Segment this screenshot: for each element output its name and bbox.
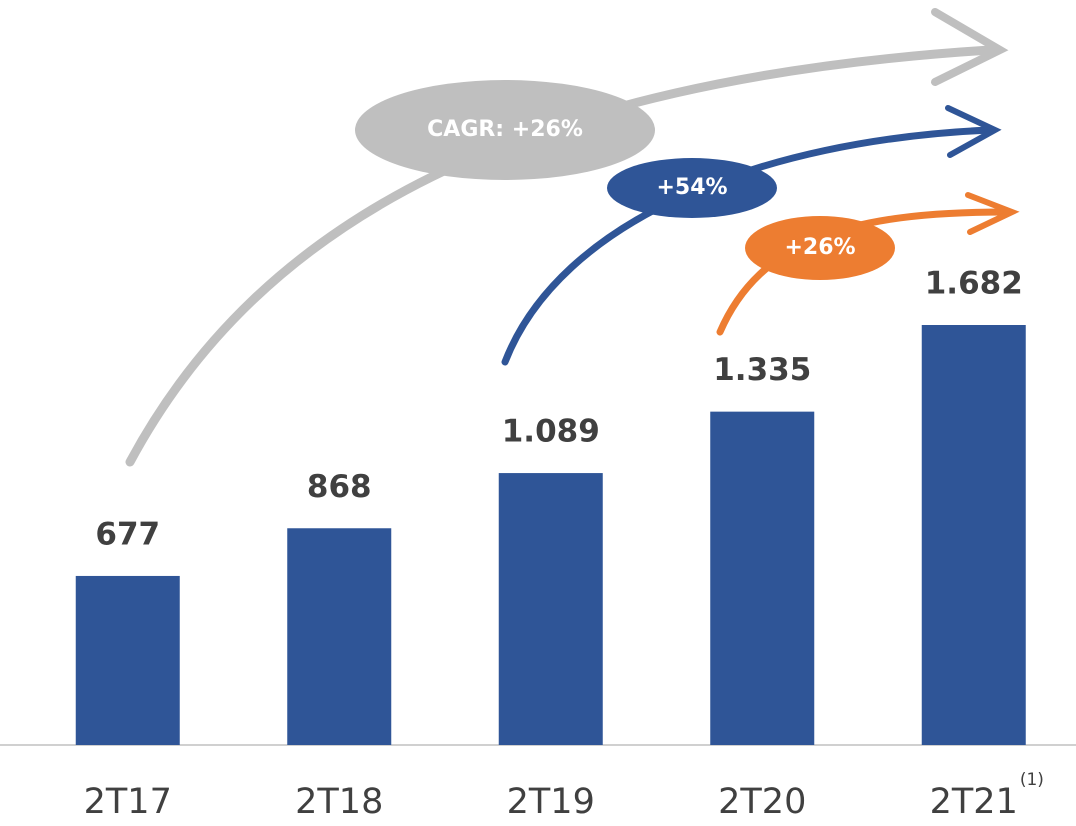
value-label: 1.089 — [502, 414, 600, 450]
annotation: +54% — [656, 175, 727, 200]
growth-54-arrow-head — [945, 105, 1002, 158]
annotation-bubble — [355, 80, 655, 180]
x-tick-label: 2T17 — [84, 782, 172, 822]
x-tick-label: 2T20 — [718, 782, 806, 822]
bar — [710, 411, 815, 745]
value-label: 677 — [95, 516, 160, 552]
cagr-arrow — [125, 45, 995, 467]
x-tick-label: 2T19 — [507, 782, 595, 822]
footnote-mark: (1) — [1020, 770, 1044, 790]
value-label: 1.682 — [925, 266, 1023, 302]
bar — [75, 575, 180, 745]
x-tick-label: 2T21 — [930, 782, 1018, 822]
cagr-arrow-head — [931, 8, 1009, 86]
growth-26-arrow-head — [965, 192, 1020, 235]
annotation: +26% — [784, 235, 855, 260]
x-tick-label: 2T18 — [295, 782, 383, 822]
value-label: 1.335 — [713, 352, 811, 388]
bar — [921, 325, 1026, 745]
annotation-bubble — [607, 158, 777, 218]
bar — [287, 528, 392, 745]
value-label: 868 — [307, 469, 372, 505]
annotation: CAGR: +26% — [427, 117, 583, 142]
bar — [498, 473, 603, 745]
annotation-bubble — [745, 216, 895, 280]
